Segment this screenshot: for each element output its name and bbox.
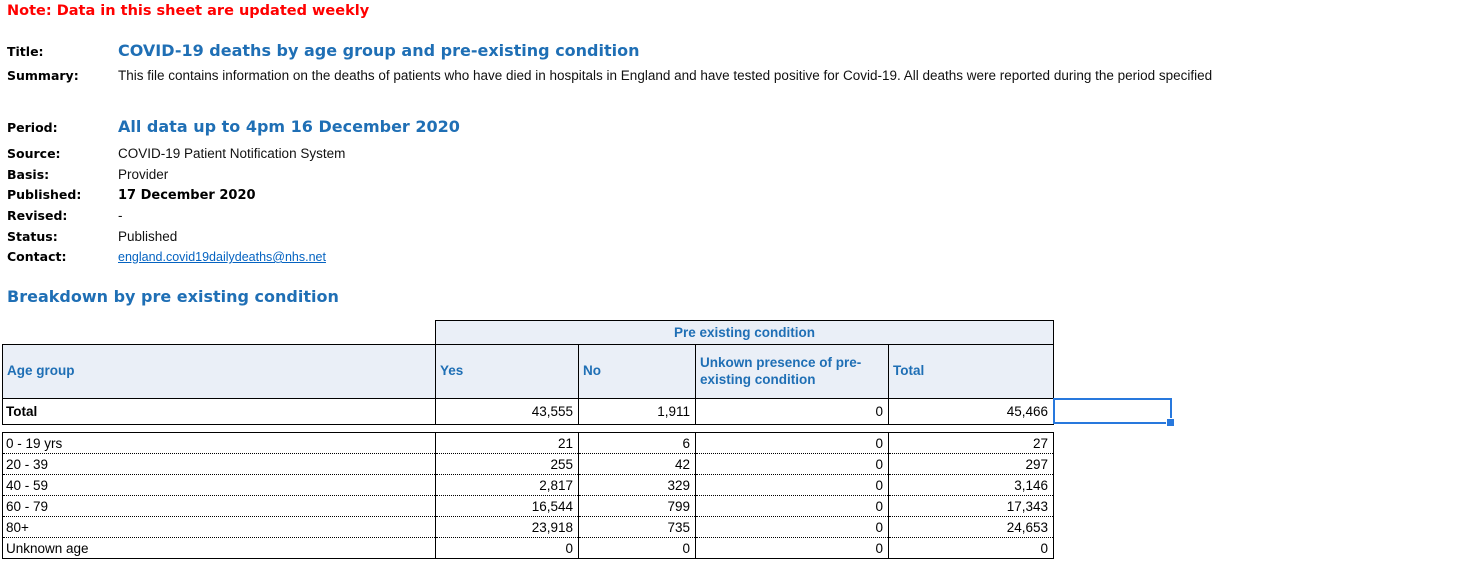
yes-cell[interactable]: 0 [435, 537, 579, 559]
source-label: Source: [7, 146, 61, 161]
yes-cell[interactable]: 2,817 [435, 474, 579, 496]
unknown-cell[interactable]: 0 [695, 495, 889, 517]
contact-label: Contact: [7, 249, 67, 264]
no-cell[interactable]: 329 [578, 474, 696, 496]
total-row-label[interactable]: Total [2, 398, 436, 425]
yes-cell[interactable]: 23,918 [435, 516, 579, 538]
revised-label: Revised: [7, 208, 68, 223]
total-unknown-cell[interactable]: 0 [695, 398, 889, 425]
total-cell[interactable]: 24,653 [888, 516, 1054, 538]
selected-cell[interactable] [1053, 398, 1175, 427]
basis-label: Basis: [7, 167, 50, 182]
col-header-no[interactable]: No [578, 344, 696, 399]
title-label: Title: [7, 44, 44, 59]
published-value: 17 December 2020 [118, 188, 256, 203]
no-cell[interactable]: 0 [578, 537, 696, 559]
unknown-cell[interactable]: 0 [695, 537, 889, 559]
empty-corner-cell [2, 320, 436, 345]
total-row: Total 43,555 1,911 0 45,466 [2, 398, 1055, 425]
col-header-total[interactable]: Total [887, 344, 1055, 399]
col-header-yes[interactable]: Yes [435, 344, 579, 399]
age-cell[interactable]: 0 - 19 yrs [2, 432, 436, 454]
yes-cell[interactable]: 16,544 [435, 495, 579, 517]
page-title: COVID-19 deaths by age group and pre-exi… [118, 41, 640, 60]
total-cell[interactable]: 0 [888, 537, 1054, 559]
fill-handle[interactable] [1166, 418, 1175, 427]
age-cell[interactable]: 60 - 79 [2, 495, 436, 517]
yes-cell[interactable]: 255 [435, 453, 579, 475]
revised-value: - [118, 208, 123, 223]
meta-row-published: Published: 17 December 2020 [7, 187, 256, 203]
table-row: 60 - 79 16,544 799 0 17,343 [2, 495, 1054, 517]
table-row: 20 - 39 255 42 0 297 [2, 453, 1054, 475]
col-header-age-group[interactable]: Age group [2, 344, 436, 399]
unknown-cell[interactable]: 0 [695, 453, 889, 475]
group-header-cell[interactable]: Pre existing condition [434, 320, 1055, 345]
meta-row-summary: Summary: This file contains information … [7, 68, 1212, 83]
meta-row-basis: Basis: Provider [7, 167, 168, 182]
basis-value: Provider [118, 167, 169, 182]
meta-row-source: Source: COVID-19 Patient Notification Sy… [7, 146, 345, 161]
table-row: Unknown age 0 0 0 0 [2, 537, 1054, 559]
yes-cell[interactable]: 21 [435, 432, 579, 454]
source-value: COVID-19 Patient Notification System [118, 146, 346, 161]
no-cell[interactable]: 735 [578, 516, 696, 538]
meta-row-status: Status: Published [7, 229, 177, 244]
table-row: 0 - 19 yrs 21 6 0 27 [2, 432, 1054, 454]
no-cell[interactable]: 42 [578, 453, 696, 475]
total-total-cell[interactable]: 45,466 [887, 398, 1055, 425]
section-heading: Breakdown by pre existing condition [7, 287, 339, 306]
status-label: Status: [7, 229, 58, 244]
unknown-cell[interactable]: 0 [695, 432, 889, 454]
period-value: All data up to 4pm 16 December 2020 [118, 117, 460, 136]
age-cell[interactable]: Unknown age [2, 537, 436, 559]
col-header-unknown[interactable]: Unkown presence of pre-existing conditio… [695, 344, 889, 399]
summary-text: This file contains information on the de… [118, 68, 1213, 83]
unknown-cell[interactable]: 0 [695, 516, 889, 538]
meta-row-contact: Contact: england.covid19dailydeaths@nhs.… [7, 249, 326, 264]
age-cell[interactable]: 20 - 39 [2, 453, 436, 475]
meta-row-revised: Revised: - [7, 208, 123, 223]
contact-email-link[interactable]: england.covid19dailydeaths@nhs.net [118, 250, 326, 264]
summary-label: Summary: [7, 68, 79, 83]
meta-row-title: Title: COVID-19 deaths by age group and … [7, 41, 640, 60]
total-cell[interactable]: 297 [888, 453, 1054, 475]
total-cell[interactable]: 27 [888, 432, 1054, 454]
total-no-cell[interactable]: 1,911 [578, 398, 696, 425]
published-label: Published: [7, 187, 82, 202]
age-cell[interactable]: 40 - 59 [2, 474, 436, 496]
table-row: 40 - 59 2,817 329 0 3,146 [2, 474, 1054, 496]
total-cell[interactable]: 17,343 [888, 495, 1054, 517]
age-cell[interactable]: 80+ [2, 516, 436, 538]
period-label: Period: [7, 120, 58, 135]
breakdown-table: Pre existing condition Age group Yes No … [2, 320, 1062, 559]
age-group-table: 0 - 19 yrs 21 6 0 27 20 - 39 255 42 0 29… [2, 432, 1054, 559]
table-row: 80+ 23,918 735 0 24,653 [2, 516, 1054, 538]
total-cell[interactable]: 3,146 [888, 474, 1054, 496]
meta-row-period: Period: All data up to 4pm 16 December 2… [7, 117, 460, 136]
no-cell[interactable]: 6 [578, 432, 696, 454]
note-banner: Note: Data in this sheet are updated wee… [7, 3, 370, 19]
status-value: Published [118, 229, 178, 244]
header-total-table: Pre existing condition Age group Yes No … [2, 320, 1055, 425]
unknown-cell[interactable]: 0 [695, 474, 889, 496]
no-cell[interactable]: 799 [578, 495, 696, 517]
total-yes-cell[interactable]: 43,555 [435, 398, 579, 425]
